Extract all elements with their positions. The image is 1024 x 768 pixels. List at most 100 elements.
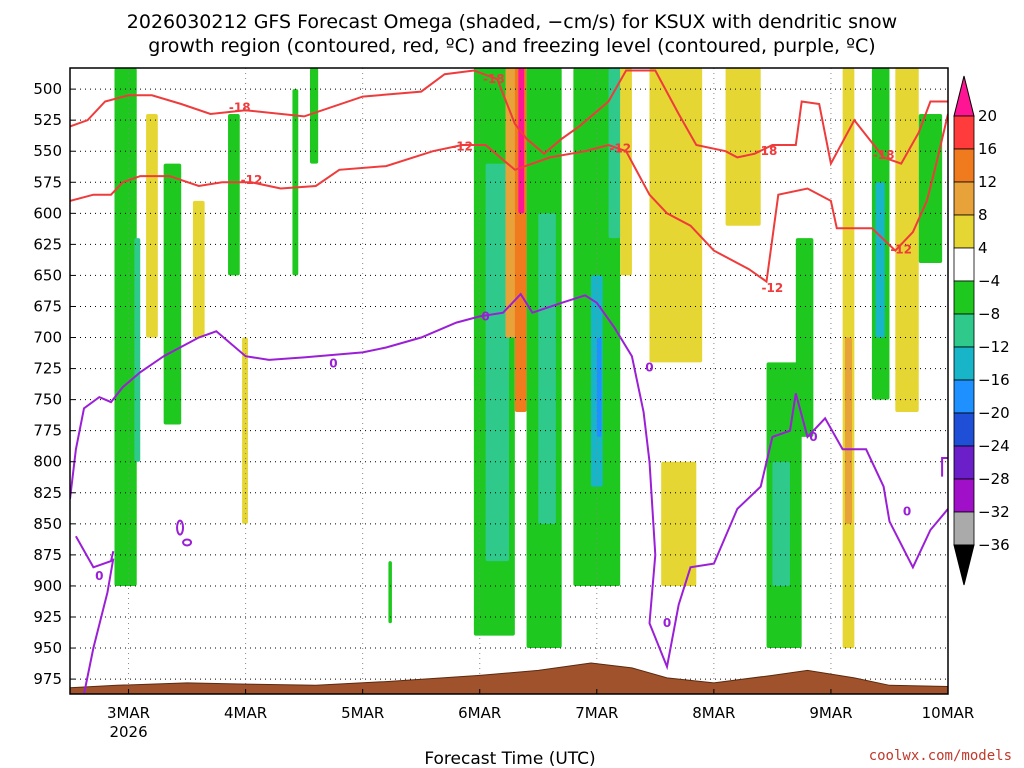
colorbar-segment: [953, 412, 975, 447]
omega-region: [725, 68, 761, 226]
plot-frame: [69, 67, 949, 695]
colorbar-label: −4: [978, 272, 1000, 290]
x-tick-label: 4MAR: [224, 704, 267, 722]
y-tick-label: 875: [33, 546, 62, 564]
y-tick-label: 575: [33, 173, 62, 191]
colorbar-segment: [953, 313, 975, 348]
contour-label: -18: [483, 72, 505, 86]
y-tick-label: 775: [33, 422, 62, 440]
y-tick-label: 600: [33, 204, 62, 222]
omega-region: [146, 113, 158, 338]
x-tick-label: 8MAR: [692, 704, 735, 722]
colorbar: 20 16 12 8 4 −4 −8 −12 −16 −20 −24 −28 −32 −36: [953, 75, 1010, 586]
y-tick-label: 800: [33, 453, 62, 471]
freezing-level-contour: [75, 535, 115, 569]
freezing-level-contour: [83, 558, 115, 694]
omega-region: [844, 337, 853, 524]
y-tick-label: 975: [33, 670, 62, 688]
colorbar-label: 16: [978, 140, 997, 158]
chart-title-line2: growth region (contoured, red, ºC) and f…: [148, 35, 875, 57]
colorbar-segment: [953, 445, 975, 480]
colorbar-label: 4: [978, 239, 988, 257]
colorbar-label: −28: [978, 470, 1010, 488]
omega-region: [192, 200, 205, 338]
dgz-minus18-contour: [70, 69, 948, 167]
x-tick-label: 10MAR: [922, 704, 975, 722]
plot-area: -18 -18 -18 -18 -12 -12 -12 -12 -12 0 0 0 0 0 0 0 500 525…: [33, 67, 975, 741]
contour-label: 0: [809, 430, 817, 444]
y-tick-label: 725: [33, 360, 62, 378]
y-tick-label: 925: [33, 608, 62, 626]
contour-label: -12: [451, 139, 473, 153]
colorbar-segment: [953, 148, 975, 183]
colorbar-label: −32: [978, 503, 1010, 521]
contour-label: 0: [329, 357, 337, 371]
omega-region: [228, 113, 240, 276]
contour-label: -12: [890, 242, 912, 256]
x-tick-label: 3MAR: [107, 704, 150, 722]
x-tick-label: 7MAR: [575, 704, 618, 722]
colorbar-arrow-bottom: [953, 544, 975, 586]
omega-region: [163, 163, 182, 425]
freezing-level-contour: [70, 292, 948, 671]
colorbar-segment: [953, 346, 975, 381]
y-tick-label: 700: [33, 329, 62, 347]
y-tick-label: 550: [33, 142, 62, 160]
colorbar-label: −24: [978, 437, 1010, 455]
colorbar-segment: [953, 214, 975, 249]
colorbar-segment: [953, 115, 975, 150]
colorbar-segment: [953, 280, 975, 315]
omega-region: [114, 68, 137, 586]
freezing-level-island: [182, 538, 193, 547]
colorbar-label: −16: [978, 371, 1010, 389]
omega-region: [485, 163, 509, 562]
omega-region: [649, 68, 703, 363]
colorbar-segment: [953, 181, 975, 216]
contour-label: 0: [663, 616, 671, 630]
x-tick-label: 9MAR: [809, 704, 852, 722]
omega-region: [608, 68, 621, 239]
colorbar-segment: [953, 511, 975, 546]
omega-region: [895, 68, 919, 413]
contour-label: 0: [645, 360, 653, 374]
colorbar-label: 12: [978, 173, 997, 191]
omega-region: [661, 461, 697, 586]
colorbar-segment: [953, 247, 975, 282]
y-tick-label: 850: [33, 515, 62, 533]
x-axis-title: Forecast Time (UTC): [424, 749, 595, 768]
omega-region: [620, 68, 632, 276]
freezing-level-island: [176, 519, 185, 536]
colorbar-segment: [953, 379, 975, 414]
contour-label: -12: [241, 173, 263, 187]
contour-label: -18: [873, 148, 895, 162]
colorbar-arrow-top: [953, 75, 975, 117]
omega-region: [388, 561, 392, 624]
omega-region: [596, 337, 602, 437]
y-tick-label: 750: [33, 391, 62, 409]
x-tick-label: 5MAR: [341, 704, 384, 722]
x-tick-label: 6MAR: [458, 704, 501, 722]
y-tick-label: 525: [33, 111, 62, 129]
plot-content: -18 -18 -18 -18 -12 -12 -12 -12 -12 0 0 0 0 0 0 0: [70, 68, 948, 694]
contour-label: -12: [609, 142, 631, 156]
omega-region: [795, 238, 814, 437]
y-tick-label: 825: [33, 484, 62, 502]
colorbar-label: −12: [978, 338, 1010, 356]
omega-region: [875, 182, 885, 338]
colorbar-label: 20: [978, 107, 997, 125]
colorbar-label: −20: [978, 404, 1010, 422]
y-tick-label: 625: [33, 235, 62, 253]
contour-label: 0: [95, 569, 103, 583]
omega-region: [518, 68, 525, 214]
y-tick-label: 650: [33, 266, 62, 284]
y-tick-label: 500: [33, 80, 62, 98]
contour-label: 0: [903, 504, 911, 518]
colorbar-label: 8: [978, 206, 988, 224]
contour-label: -18: [756, 144, 778, 158]
omega-region: [309, 68, 319, 164]
colorbar-label: −36: [978, 536, 1010, 554]
surface-terrain: [70, 662, 948, 694]
contour-label: -12: [762, 281, 784, 295]
omega-region: [538, 213, 556, 524]
